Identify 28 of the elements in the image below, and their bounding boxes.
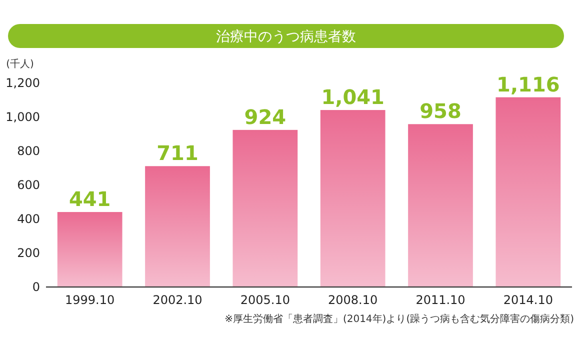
data-label: 441 — [68, 187, 111, 212]
x-tick-label: 2005.10 — [240, 293, 290, 307]
data-label: 1,116 — [496, 72, 560, 96]
bar — [496, 97, 561, 287]
y-tick-label: 600 — [17, 178, 40, 192]
bar — [232, 130, 298, 287]
bar — [57, 212, 122, 287]
y-axis-title: (千人) — [6, 58, 34, 70]
y-tick-label: 200 — [17, 246, 40, 260]
y-tick-label: 800 — [17, 144, 40, 158]
data-label: 924 — [244, 104, 286, 129]
y-tick-label: 400 — [17, 212, 40, 226]
data-label: 958 — [420, 99, 462, 124]
bar — [320, 110, 386, 287]
y-tick-label: 1,000 — [6, 110, 40, 124]
bar — [408, 124, 473, 287]
x-tick-label: 2014.10 — [503, 293, 553, 307]
data-label: 711 — [156, 141, 198, 166]
data-label: 1,041 — [321, 85, 384, 110]
y-tick-label: 0 — [32, 280, 40, 294]
x-tick-label: 1999.10 — [65, 293, 115, 307]
text: ※厚生労働省「患者調査」(2014年)より(躁うつ病も含む気分障害の傷病分類) — [224, 313, 574, 325]
x-tick-label: 2008.10 — [328, 293, 378, 307]
bar — [145, 166, 210, 287]
chart-title: 治療中のうつ病患者数 — [216, 29, 356, 45]
y-tick-label: 1,200 — [6, 76, 40, 90]
x-tick-label: 2002.10 — [152, 293, 202, 307]
x-tick-label: 2011.10 — [416, 293, 466, 307]
